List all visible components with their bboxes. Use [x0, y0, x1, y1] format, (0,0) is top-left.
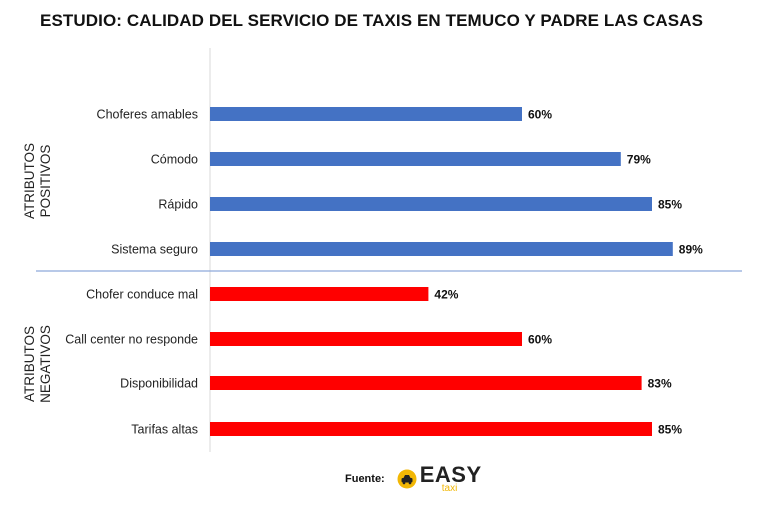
chart-title: ESTUDIO: CALIDAD DEL SERVICIO DE TAXIS E… — [40, 11, 704, 30]
data-label: 42% — [434, 288, 458, 302]
category-label: Call center no responde — [65, 333, 198, 347]
logo-subtext: taxi — [441, 483, 458, 494]
data-label: 85% — [658, 423, 682, 437]
category-label: Chofer conduce mal — [86, 288, 198, 302]
bar-chart: Choferes amables 60% Cómodo 79% Rápido 85% Sis… — [22, 48, 742, 452]
easy-taxi-logo: EASY taxi — [397, 464, 482, 494]
source-label: Fuente: — [345, 473, 385, 485]
category-label: Choferes amables — [97, 108, 198, 122]
group-label: ATRIBUTOSNEGATIVOS — [22, 325, 53, 403]
bar — [210, 287, 429, 301]
category-label: Disponibilidad — [120, 377, 198, 391]
bar — [210, 332, 522, 346]
data-label: 60% — [528, 108, 552, 122]
source-footer: Fuente: EASY taxi — [345, 464, 482, 494]
data-label: 79% — [627, 153, 651, 167]
data-label: 60% — [528, 333, 552, 347]
bar — [210, 242, 673, 256]
bar — [210, 107, 522, 121]
category-label: Cómodo — [151, 153, 198, 167]
taxi-car-icon — [397, 469, 417, 489]
data-label: 89% — [679, 243, 703, 257]
category-label: Sistema seguro — [111, 243, 198, 257]
category-label: Rápido — [158, 198, 198, 212]
logo-wordmark: EASY — [419, 462, 482, 487]
bar — [210, 152, 621, 166]
data-label: 83% — [648, 377, 672, 391]
data-label: 85% — [658, 198, 682, 212]
bar — [210, 376, 642, 390]
bar — [210, 422, 652, 436]
bar — [210, 197, 652, 211]
group-label: ATRIBUTOSPOSITIVOS — [22, 143, 53, 219]
category-label: Tarifas altas — [131, 423, 198, 437]
